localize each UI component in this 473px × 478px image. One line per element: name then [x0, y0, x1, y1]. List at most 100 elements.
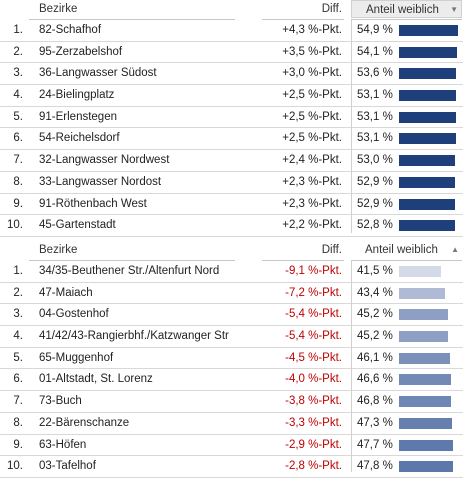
diff-cell: -4,0 %-Pkt. [285, 373, 342, 386]
diff-cell: +3,5 %-Pkt. [282, 45, 342, 58]
diff-cell: -3,3 %-Pkt. [285, 416, 342, 429]
diff-cell: -2,9 %-Pkt. [285, 438, 342, 451]
share-bar [399, 25, 458, 36]
table-row[interactable]: 2. 47-Maiach -7,2 %-Pkt. 43,4 % [0, 283, 473, 305]
percentage-cell: 46,8 % [357, 395, 393, 408]
top-districts-table: Bezirke Diff. Anteil weiblich ▼ 1. 82-Sch… [0, 0, 473, 237]
percentage-cell: 53,1 % [357, 110, 393, 123]
row-divider [0, 62, 463, 64]
rank-cell: 9. [13, 438, 23, 451]
table-row[interactable]: 1. 82-Schafhof +4,3 %-Pkt. 54,9 % [0, 20, 473, 42]
share-bar [399, 198, 456, 210]
percentage-cell: 46,1 % [357, 351, 393, 364]
table-row[interactable]: 7. 32-Langwasser Nordwest +2,4 %-Pkt. 53,0 … [0, 150, 473, 172]
header-divider [262, 19, 344, 20]
table-row[interactable]: 8. 33-Langwasser Nordost +2,3 %-Pkt. 52,9 % [0, 172, 473, 194]
table-row[interactable]: 7. 73-Buch -3,8 %-Pkt. 46,8 % [0, 391, 473, 413]
district-name-cell: 47-Maiach [39, 286, 93, 299]
table-row[interactable]: 10. 45-Gartenstadt +2,2 %-Pkt. 52,8 % [0, 215, 473, 237]
percentage-cell: 47,7 % [357, 438, 393, 451]
rank-cell: 7. [13, 395, 23, 408]
table-row[interactable]: 6. 54-Reichelsdorf +2,5 %-Pkt. 53,1 % [0, 128, 473, 151]
table-row[interactable]: 8. 22-Bärenschanze -3,3 %-Pkt. 47,3 % [0, 413, 473, 435]
district-name-cell: 22-Bärenschanze [39, 416, 130, 429]
row-divider [0, 368, 463, 370]
column-header-label: Anteil weiblich [365, 244, 438, 256]
table-row[interactable]: 1. 34/35-Beuthener Str./Altenfurt Nord -9,… [0, 261, 473, 283]
rank-cell: 4. [13, 330, 23, 343]
row-divider [0, 346, 463, 348]
row-divider [0, 40, 463, 42]
row-divider [0, 149, 463, 151]
rank-cell: 6. [13, 132, 23, 145]
percentage-cell: 52,9 % [357, 175, 393, 188]
column-header-anteil-weiblich[interactable]: Anteil weiblich ▲ [351, 241, 462, 259]
rank-cell: 1. [13, 24, 23, 36]
column-divider [351, 20, 352, 233]
rank-cell: 2. [13, 45, 23, 58]
district-name-cell: 73-Buch [39, 395, 82, 408]
row-divider [0, 281, 463, 283]
header-divider [262, 260, 344, 261]
percentage-cell: 45,2 % [357, 330, 393, 343]
share-bar [399, 331, 449, 343]
percentage-cell: 53,0 % [357, 154, 393, 167]
row-divider [0, 127, 463, 129]
row-divider [0, 325, 463, 327]
table-row[interactable]: 5. 65-Muggenhof -4,5 %-Pkt. 46,1 % [0, 348, 473, 370]
percentage-cell: 46,6 % [357, 373, 393, 386]
row-divider [0, 235, 463, 237]
rank-cell: 3. [13, 67, 23, 80]
district-name-cell: 65-Muggenhof [39, 351, 114, 364]
table-body: 1. 82-Schafhof +4,3 %-Pkt. 54,9 % 2. 95-Zerza… [0, 20, 473, 237]
row-divider [0, 105, 463, 107]
share-bar [399, 155, 456, 167]
percentage-cell: 52,8 % [357, 219, 393, 232]
table-row[interactable]: 3. 04-Gostenhof -5,4 %-Pkt. 45,2 % [0, 304, 473, 327]
table-row[interactable]: 5. 91-Erlenstegen +2,5 %-Pkt. 53,1 % [0, 107, 473, 129]
table-row[interactable]: 3. 36-Langwasser Südost +3,0 %-Pkt. 53,6 % [0, 63, 473, 86]
header-divider [351, 19, 462, 20]
district-name-cell: 54-Reichelsdorf [39, 132, 120, 145]
column-header-diff[interactable]: Diff. [321, 3, 342, 15]
diff-cell: +3,0 %-Pkt. [282, 67, 342, 80]
column-header-bezirke[interactable]: Bezirke [39, 244, 78, 256]
percentage-cell: 52,9 % [357, 197, 393, 210]
table-row[interactable]: 10. 03-Tafelhof -2,8 %-Pkt. 47,8 % [0, 456, 473, 478]
column-header-diff[interactable]: Diff. [321, 244, 342, 256]
table-row[interactable]: 6. 01-Altstadt, St. Lorenz -4,0 %-Pkt. 46,6… [0, 369, 473, 392]
share-bar [399, 439, 454, 451]
row-divider [0, 433, 463, 435]
diff-cell: +2,5 %-Pkt. [282, 132, 342, 145]
share-bar [399, 396, 452, 408]
table-row[interactable]: 2. 95-Zerzabelshof +3,5 %-Pkt. 54,1 % [0, 42, 473, 64]
rank-cell: 7. [13, 154, 23, 167]
table-row[interactable]: 4. 24-Bielingplatz +2,5 %-Pkt. 53,1 % [0, 85, 473, 107]
diff-cell: +2,3 %-Pkt. [282, 197, 342, 210]
column-header-bezirke[interactable]: Bezirke [39, 3, 78, 15]
share-bar [399, 461, 454, 473]
table-row[interactable]: 9. 91-Röthenbach West +2,3 %-Pkt. 52,9 % [0, 194, 473, 216]
row-divider [0, 214, 463, 216]
district-name-cell: 34/35-Beuthener Str./Altenfurt Nord [39, 265, 220, 277]
table-header: Bezirke Diff. Anteil weiblich ▲ [0, 241, 473, 261]
district-name-cell: 01-Altstadt, St. Lorenz [39, 373, 153, 386]
district-name-cell: 04-Gostenhof [39, 308, 109, 321]
table-row[interactable]: 4. 41/42/43-Rangierbhf./Katzwanger Str -5,… [0, 326, 473, 348]
district-name-cell: 41/42/43-Rangierbhf./Katzwanger Str [39, 330, 229, 343]
district-name-cell: 33-Langwasser Nordost [39, 175, 162, 188]
percentage-cell: 47,8 % [357, 460, 393, 473]
sort-descending-icon[interactable]: ▼ [450, 5, 458, 14]
district-name-cell: 82-Schafhof [39, 24, 102, 36]
row-divider [0, 411, 463, 413]
share-bar [399, 287, 445, 299]
table-body: 1. 34/35-Beuthener Str./Altenfurt Nord -9,… [0, 261, 473, 478]
diff-cell: -3,8 %-Pkt. [285, 395, 342, 408]
table-row[interactable]: 9. 63-Höfen -2,9 %-Pkt. 47,7 % [0, 435, 473, 457]
sort-ascending-icon[interactable]: ▲ [451, 245, 459, 254]
share-bar [399, 220, 456, 232]
percentage-cell: 53,1 % [357, 132, 393, 145]
column-header-anteil-weiblich[interactable]: Anteil weiblich ▼ [351, 0, 462, 18]
diff-cell: -9,1 %-Pkt. [285, 265, 342, 277]
diff-cell: +2,2 %-Pkt. [282, 219, 342, 232]
